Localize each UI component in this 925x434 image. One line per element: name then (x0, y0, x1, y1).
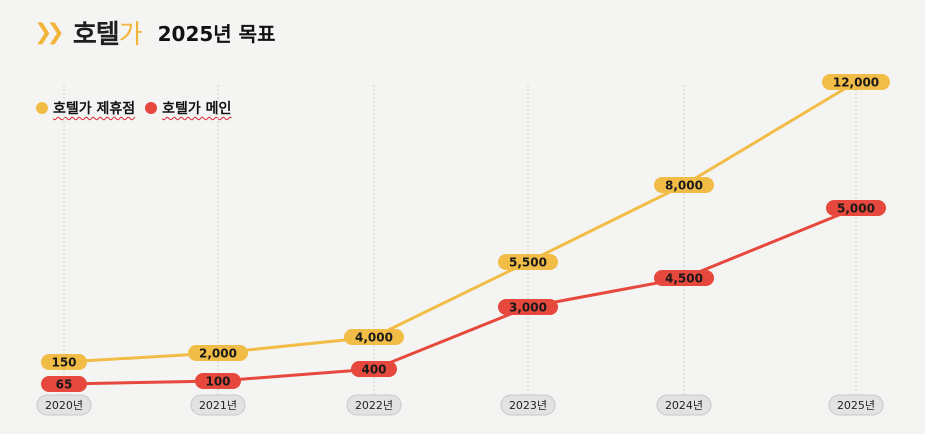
x-tick-pill-0 (36, 394, 92, 416)
data-point-1-5 (826, 200, 886, 216)
data-point-1-4 (654, 270, 714, 286)
data-label-1-2: 400 (361, 363, 386, 377)
data-label-1-0: 65 (56, 378, 73, 392)
data-label-1-4: 4,500 (665, 272, 703, 286)
logo-accent: 가 (118, 19, 143, 50)
data-point-0-4 (654, 177, 714, 193)
x-tick-label-4: 2024년 (665, 399, 703, 412)
data-label-0-3: 5,500 (509, 256, 547, 270)
legend-label-partner: 호텔가 제휴점 (53, 101, 136, 117)
data-point-0-3 (498, 254, 558, 270)
series-line-1 (63, 206, 857, 386)
data-label-0-2: 4,000 (355, 331, 393, 345)
data-label-0-4: 8,000 (665, 179, 703, 193)
data-point-1-0 (41, 376, 87, 392)
legend-label-main: 호텔가 메인 (162, 101, 232, 117)
x-tick-label-1: 2021년 (199, 399, 237, 412)
data-point-0-2 (344, 329, 404, 345)
data-label-0-5: 12,000 (833, 76, 879, 90)
data-point-1-1 (195, 373, 241, 389)
x-tick-label-0: 2020년 (45, 399, 83, 412)
data-point-0-5 (822, 74, 890, 90)
series-line-0 (63, 80, 857, 364)
legend-dot-partner (36, 102, 48, 114)
logo: 호텔가 (72, 14, 143, 51)
data-point-1-2 (351, 361, 397, 377)
legend-item-main: 호텔가 메인 (145, 98, 231, 118)
x-tick-pill-5 (828, 394, 884, 416)
header: ❯❯ 호텔가 2025년 목표 (34, 12, 275, 52)
data-point-0-1 (188, 345, 248, 361)
data-label-0-0: 150 (51, 356, 76, 370)
x-tick-pill-3 (500, 394, 556, 416)
legend-item-partner: 호텔가 제휴점 (36, 98, 135, 118)
x-tick-label-2: 2022년 (355, 399, 393, 412)
x-tick-pill-2 (346, 394, 402, 416)
x-tick-pill-4 (656, 394, 712, 416)
data-point-1-3 (498, 299, 558, 315)
logo-main: 호텔 (72, 19, 120, 50)
page-title: 2025년 목표 (157, 21, 276, 46)
data-label-1-5: 5,000 (837, 202, 875, 216)
data-label-1-1: 100 (205, 375, 230, 389)
legend-dot-main (145, 102, 158, 114)
x-tick-label-5: 2025년 (837, 399, 875, 412)
x-tick-pill-1 (190, 394, 246, 416)
data-label-1-3: 3,000 (509, 301, 547, 315)
legend: 호텔가 제휴점 호텔가 메인 (36, 98, 231, 118)
x-tick-label-3: 2023년 (509, 399, 547, 412)
data-label-0-1: 2,000 (199, 347, 237, 361)
data-point-0-0 (41, 354, 87, 370)
